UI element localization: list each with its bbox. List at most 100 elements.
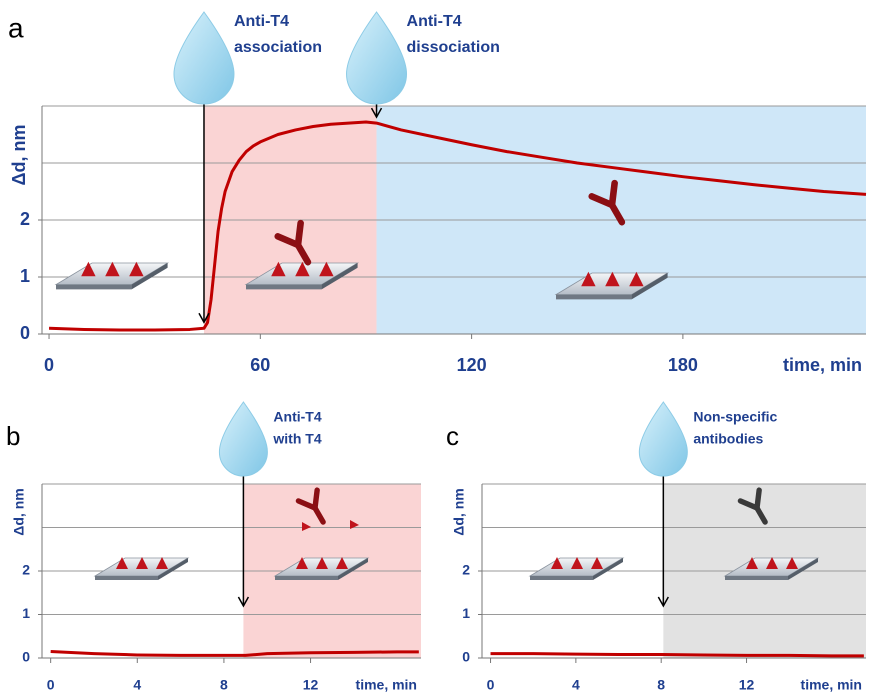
x-tick-label: 4	[133, 677, 141, 693]
x-axis-label: time, min	[801, 677, 862, 693]
y-tick-label: 1	[22, 605, 30, 621]
arrow-head	[198, 312, 210, 324]
antigen	[786, 557, 798, 569]
droplet	[218, 401, 268, 477]
free-antigen	[350, 520, 359, 529]
antigen	[746, 557, 758, 569]
event-label: dissociation	[407, 39, 500, 56]
antigen	[316, 557, 328, 569]
y-tick-label: 0	[22, 649, 30, 665]
chip-edge	[246, 284, 322, 290]
antigen	[129, 261, 144, 277]
event-label: antibodies	[693, 431, 763, 447]
antigen	[156, 557, 168, 569]
antibody	[274, 219, 312, 266]
antigen	[629, 271, 644, 287]
antibody-arm	[294, 219, 304, 249]
antigen	[336, 557, 348, 569]
antigen	[319, 261, 334, 277]
x-axis-label: time, min	[356, 677, 417, 693]
x-tick-label: 12	[303, 677, 319, 693]
chip-side	[321, 263, 358, 290]
antibody	[588, 179, 626, 226]
event-label: Non-specific	[693, 409, 777, 425]
chip-side	[788, 558, 818, 580]
chip-side	[158, 558, 188, 580]
arrow-head	[370, 107, 383, 119]
y-axis-label: Δd, nm	[451, 488, 467, 535]
event-label: with T4	[272, 431, 321, 447]
x-tick-label: 8	[220, 677, 228, 693]
droplet	[173, 11, 235, 105]
antibody-arm	[312, 487, 320, 511]
arrow-head	[657, 596, 669, 608]
chip-edge	[556, 294, 632, 300]
y-tick-label: 1	[20, 266, 30, 286]
antibody-arm	[608, 201, 626, 226]
x-tick-label: 12	[739, 677, 755, 693]
antigen	[81, 261, 96, 277]
chip-edge	[725, 576, 788, 580]
chip-side	[631, 273, 668, 300]
y-tick-label: 2	[22, 562, 30, 578]
y-tick-label: 2	[20, 209, 30, 229]
antibody-arm	[737, 498, 760, 511]
y-tick-label: 0	[462, 649, 470, 665]
antigen	[295, 261, 310, 277]
chip-edge	[530, 576, 593, 580]
chip-side	[131, 263, 168, 290]
y-axis-label: Δd, nm	[11, 488, 27, 535]
x-axis-label: time, min	[783, 355, 862, 375]
panel-letter: a	[8, 12, 24, 43]
antigen	[116, 557, 128, 569]
x-tick-label: 0	[44, 355, 54, 375]
antigen	[296, 557, 308, 569]
signal-line	[50, 649, 419, 657]
chip-edge	[95, 576, 158, 580]
antibody-arm	[294, 241, 312, 266]
event-label: Anti-T4	[234, 13, 289, 30]
signal-line	[490, 652, 864, 658]
antigen	[766, 557, 778, 569]
chip-edge	[56, 284, 132, 290]
chip-side	[338, 558, 368, 580]
antigen	[105, 261, 120, 277]
y-axis-label: Δd, nm	[9, 125, 29, 186]
antigen	[591, 557, 603, 569]
event-label: Anti-T4	[407, 13, 462, 30]
x-tick-label: 0	[47, 677, 55, 693]
arrow-head	[237, 596, 250, 608]
antibody	[737, 487, 768, 525]
antibody-arm	[754, 487, 762, 511]
x-tick-label: 4	[572, 677, 580, 693]
chip-edge	[275, 576, 338, 580]
antibody-arm	[608, 179, 618, 209]
x-tick-label: 120	[457, 355, 487, 375]
droplet	[638, 401, 688, 477]
free-antigen	[302, 522, 311, 531]
antigen	[551, 557, 563, 569]
x-tick-label: 8	[657, 677, 665, 693]
y-tick-label: 0	[20, 323, 30, 343]
signal-line	[48, 120, 867, 332]
droplet	[346, 11, 408, 105]
antibody-arm	[274, 233, 302, 249]
panel-letter: b	[6, 421, 20, 451]
x-tick-label: 180	[668, 355, 698, 375]
chip-side	[593, 558, 623, 580]
antibody	[295, 487, 326, 525]
antigen	[136, 557, 148, 569]
y-tick-label: 2	[462, 562, 470, 578]
panel-letter: c	[446, 421, 459, 451]
antibody-arm	[295, 498, 318, 511]
y-tick-label: 1	[462, 605, 470, 621]
antigen	[271, 261, 286, 277]
event-label: association	[234, 39, 322, 56]
antibody-arm	[588, 193, 616, 209]
antigen	[571, 557, 583, 569]
antigen	[581, 271, 596, 287]
event-label: Anti-T4	[273, 409, 321, 425]
x-tick-label: 60	[250, 355, 270, 375]
antigen	[605, 271, 620, 287]
